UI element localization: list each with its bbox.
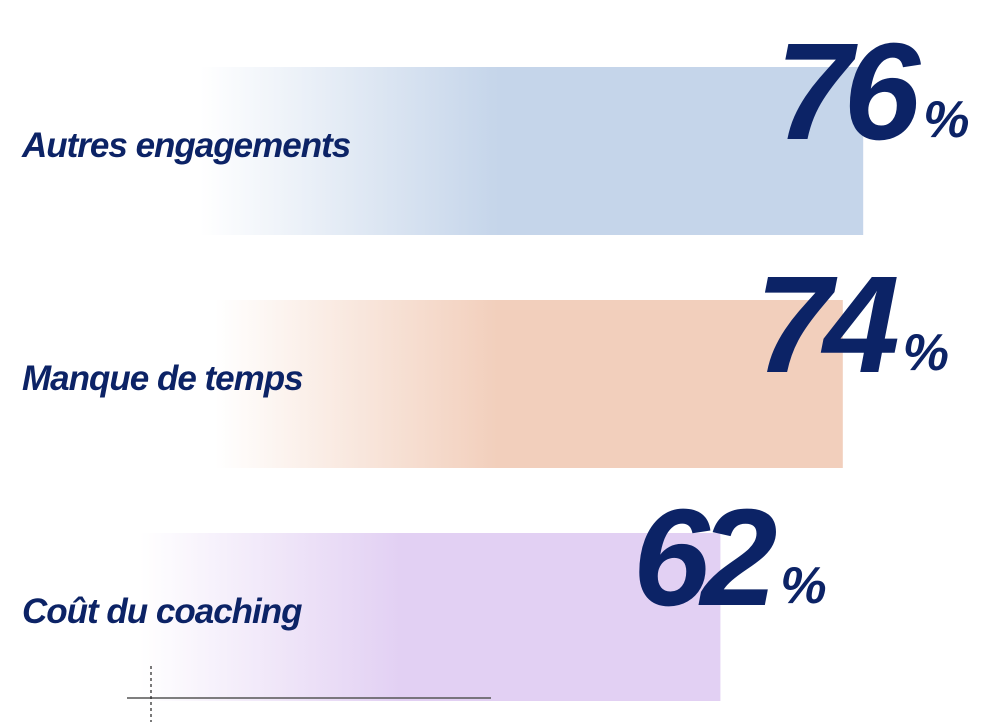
axis-layer xyxy=(127,666,491,722)
unit-label-0: % xyxy=(923,91,969,149)
value-label-2: 62 xyxy=(633,481,777,635)
labels-layer: Autres engagements 76 % Manque de temps 74 % C… xyxy=(21,15,969,635)
category-label-2: Coût du coaching xyxy=(22,592,302,631)
value-label-1: 74 xyxy=(755,248,898,402)
bar-2 xyxy=(140,533,721,701)
bars-layer xyxy=(140,67,864,701)
value-label-0: 76 xyxy=(776,15,922,169)
category-label-1: Manque de temps xyxy=(22,359,303,398)
unit-label-2: % xyxy=(780,557,826,615)
category-label-0: Autres engagements xyxy=(21,126,351,165)
unit-label-1: % xyxy=(903,324,949,382)
bar-1 xyxy=(215,300,843,468)
bar-0 xyxy=(200,67,864,235)
